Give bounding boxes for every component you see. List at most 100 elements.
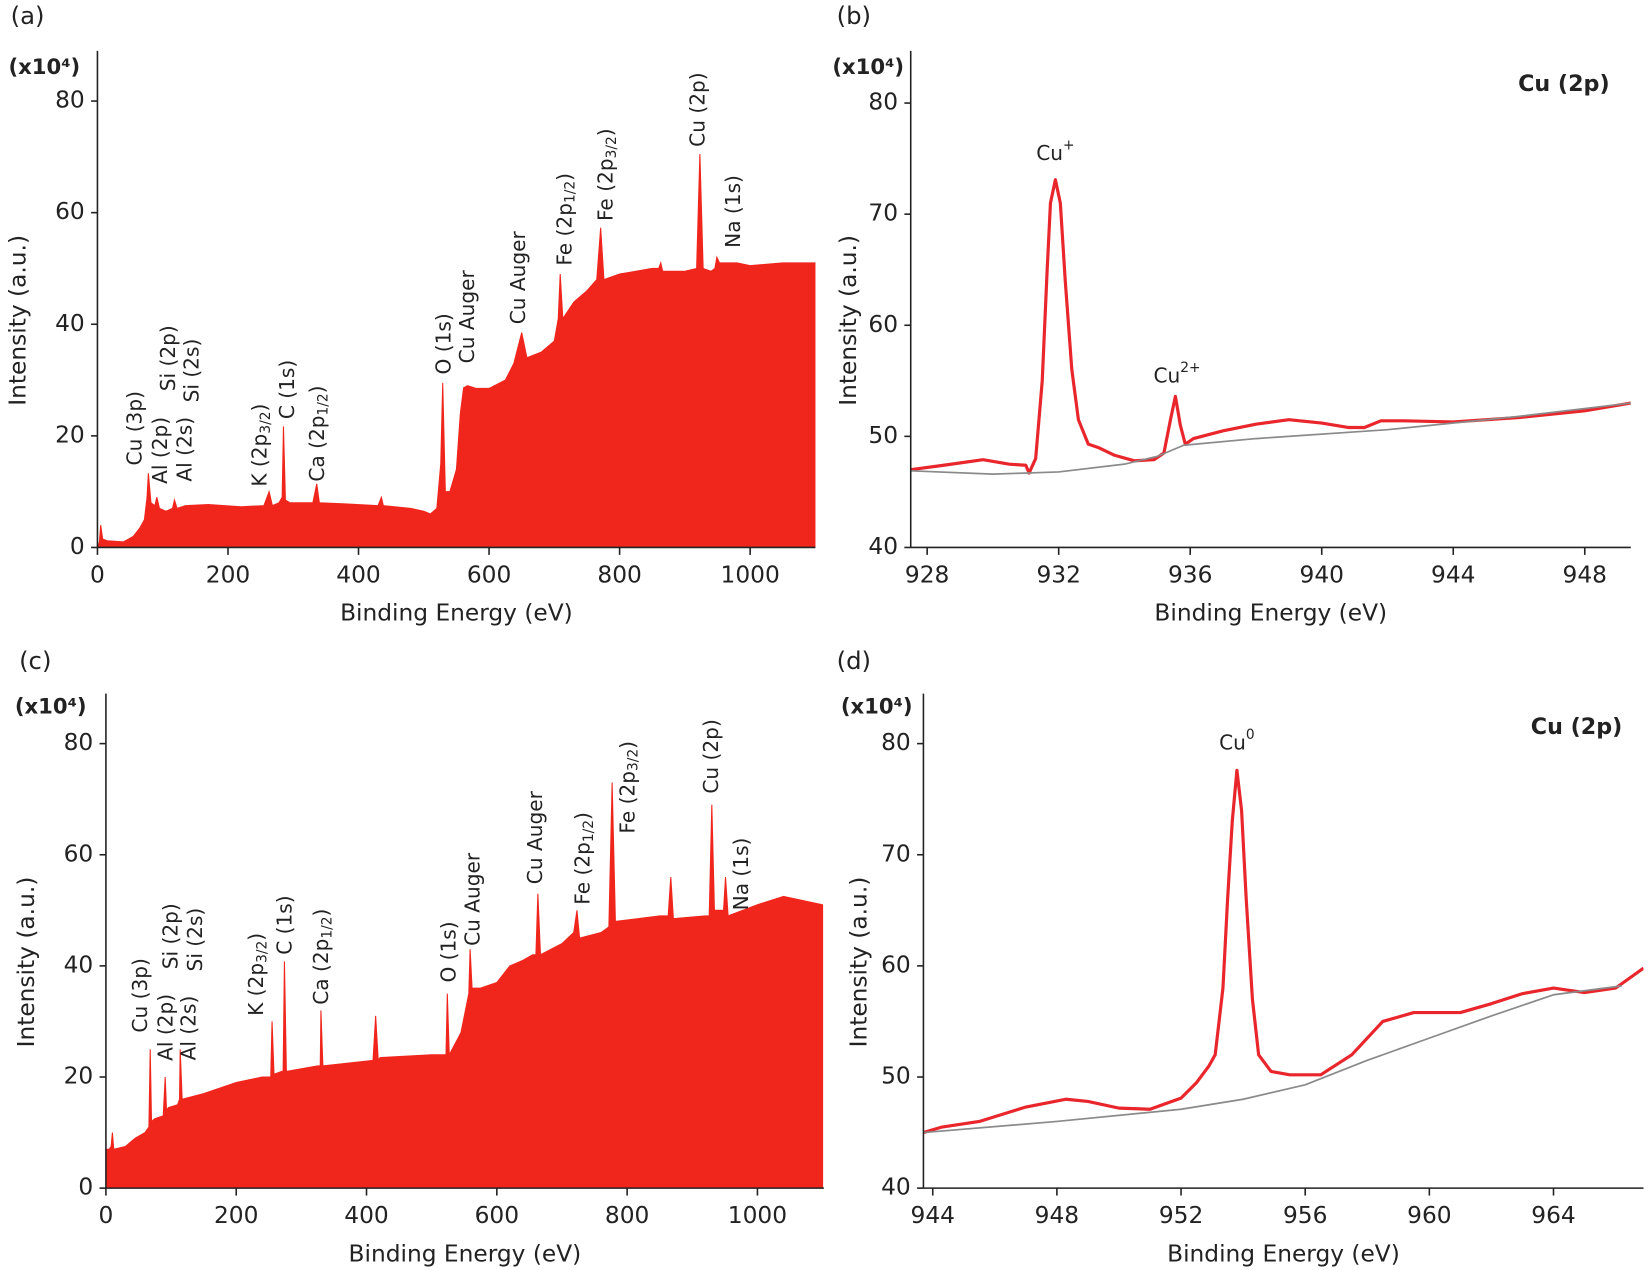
peak-label-text: Al (2p): [153, 994, 177, 1061]
peak-label-sub: 3/2: [254, 941, 270, 963]
plot: [105, 782, 824, 1189]
panel-title: Cu (2p): [1531, 714, 1623, 740]
peak-label-end: ): [244, 933, 268, 941]
y-tick-label: 80: [881, 729, 911, 756]
x-tick-label: 940: [1300, 562, 1344, 589]
y-axis-label: Intensity (a.u.): [835, 235, 862, 406]
peak-label: Ca (2p1/2): [305, 385, 332, 481]
peak-label: K (2p3/2): [247, 404, 274, 487]
peak-label-text: Cu (3p): [128, 958, 152, 1032]
peak-label: Fe (2p1/2): [570, 812, 597, 905]
peak-label-text: Si (2p): [158, 903, 182, 969]
peak-label: Al (2p): [147, 417, 171, 484]
x-tick-label: 1000: [728, 1202, 787, 1229]
peak-label-sub: 1/2: [563, 181, 579, 203]
x-tick-label: 944: [1431, 562, 1475, 589]
peak-label-text: Cu Auger: [455, 270, 479, 364]
peak-label: Si (2p): [156, 325, 180, 391]
x-tick-label: 936: [1168, 562, 1212, 589]
y-tick-label: 0: [70, 533, 85, 560]
peak-label: Al (2s): [176, 996, 200, 1061]
peak-label: Fe (2p3/2): [615, 741, 642, 834]
x-tick-label: 952: [1159, 1202, 1203, 1229]
y-tick-label: 0: [78, 1174, 93, 1201]
y-tick-label: 70: [881, 840, 911, 867]
peak-label-sub: 3/2: [626, 749, 642, 771]
x-tick-label: 800: [605, 1202, 649, 1229]
y-tick-label: 40: [55, 310, 85, 337]
panel-label: (a): [11, 1, 45, 30]
peak-label-text: O (1s): [431, 313, 455, 374]
peak-label-text: Fe (2p: [615, 771, 639, 834]
peak-label: Cu (2p): [685, 72, 709, 146]
peak-label: C (1s): [275, 360, 299, 419]
peak-label-text: C (1s): [272, 895, 296, 954]
x-axis-label: Binding Energy (eV): [340, 600, 573, 627]
peak-label-text: Cu: [1219, 730, 1246, 754]
y-tick-label: 50: [868, 422, 898, 449]
peak-label-text: Fe (2p: [570, 842, 594, 905]
peak-label: Si (2s): [182, 908, 206, 972]
y-tick-label: 50: [881, 1063, 911, 1090]
y-tick-label: 80: [64, 729, 94, 756]
peak-label: Cu (3p): [128, 958, 152, 1032]
y-unit: (x10⁴): [8, 54, 80, 79]
peak-label-text: Si (2s): [182, 908, 206, 972]
x-axis-label: Binding Energy (eV): [349, 1240, 582, 1267]
y-tick-label: 60: [64, 840, 94, 867]
y-tick-label: 60: [868, 311, 898, 338]
plot: [97, 154, 816, 548]
y-unit: (x10⁴): [832, 54, 904, 79]
peak-label: Cu2+: [1154, 360, 1201, 387]
peak-label: Cu0: [1219, 727, 1255, 754]
spectrum-area: [97, 154, 816, 548]
peak-label: Cu (3p): [122, 391, 146, 465]
peak-label: O (1s): [431, 313, 455, 374]
peak-label: Al (2p): [153, 994, 177, 1061]
y-tick-label: 80: [55, 87, 85, 114]
peak-label-sup: 2+: [1180, 360, 1200, 376]
x-tick-label: 600: [475, 1202, 519, 1229]
peak-label: Fe (2p1/2): [552, 173, 579, 266]
x-tick-label: 800: [597, 562, 641, 589]
peak-label-sub: 1/2: [320, 916, 336, 938]
peak-label-text: Cu: [1036, 141, 1063, 165]
peak-label: Na (1s): [728, 838, 752, 911]
peak-label-text: Na (1s): [720, 175, 744, 248]
x-axis-label: Binding Energy (eV): [1167, 1240, 1400, 1267]
x-tick-label: 0: [90, 562, 105, 589]
peak-label-text: Cu: [1154, 363, 1181, 387]
peak-label: Si (2p): [158, 903, 182, 969]
peak-label-text: Cu (2p): [698, 719, 722, 793]
peak-label-end: ): [305, 385, 329, 393]
peak-label-end: ): [593, 128, 617, 136]
x-tick-label: 964: [1531, 1202, 1575, 1229]
x-tick-label: 200: [206, 562, 250, 589]
y-tick-label: 60: [881, 951, 911, 978]
peak-label: Fe (2p3/2): [593, 128, 620, 221]
y-tick-label: 20: [64, 1063, 94, 1090]
x-tick-label: 1000: [721, 562, 780, 589]
peak-label-text: K (2p: [247, 434, 271, 487]
x-tick-label: 600: [467, 562, 511, 589]
x-tick-label: 932: [1036, 562, 1080, 589]
spectrum-line: [910, 178, 1631, 475]
peak-label-text: Cu (3p): [122, 391, 146, 465]
panel-title: Cu (2p): [1518, 71, 1610, 97]
peak-label-text: Cu Auger: [506, 230, 530, 324]
y-tick-label: 80: [868, 89, 898, 116]
peak-label-sub: 1/2: [581, 820, 597, 842]
y-tick-label: 70: [868, 200, 898, 227]
panel: (b) (x10⁴) Cu (2p) Binding Energy (eV) Inten…: [832, 1, 1631, 627]
panel-label: (c): [19, 646, 51, 675]
x-tick-label: 944: [911, 1202, 955, 1229]
peak-label-text: Cu Auger: [522, 790, 546, 884]
peak-label-text: Si (2s): [179, 339, 203, 403]
peak-label: Cu Auger: [460, 852, 484, 946]
peak-label-end: ): [570, 812, 594, 820]
peak-label-text: Fe (2p: [593, 158, 617, 221]
peak-label-sub: 3/2: [604, 136, 620, 158]
peak-label: Al (2s): [172, 417, 196, 482]
x-tick-label: 0: [99, 1202, 114, 1229]
